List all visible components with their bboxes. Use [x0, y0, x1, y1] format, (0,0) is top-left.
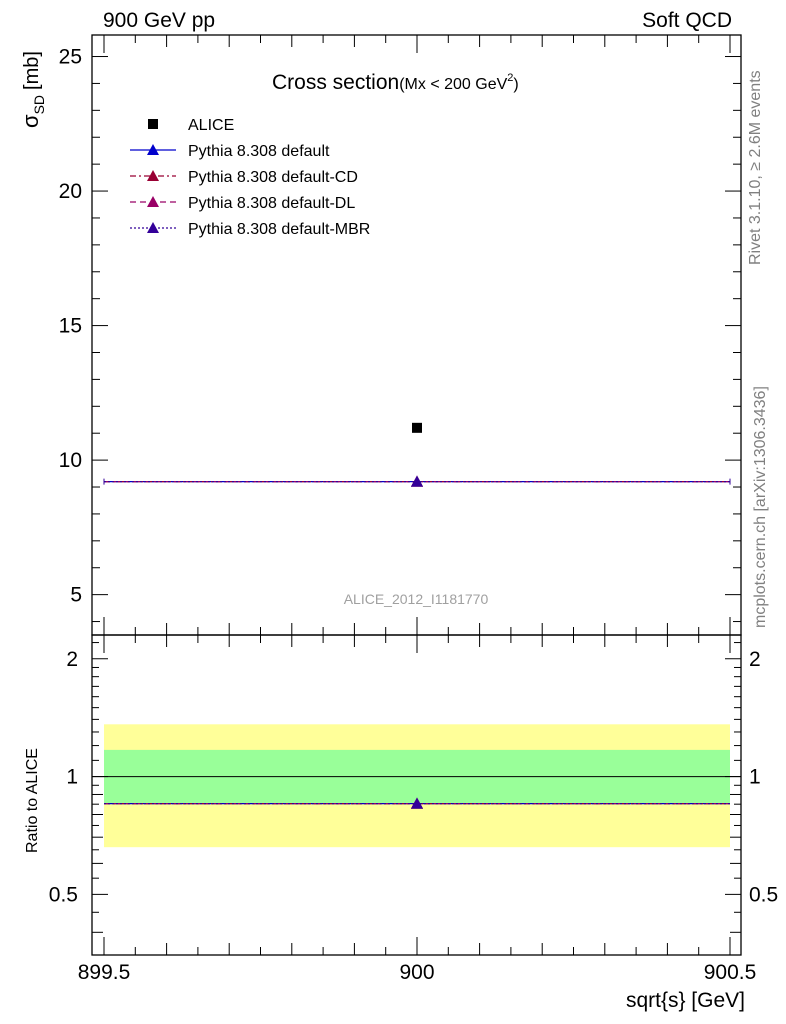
main-marks: [103, 422, 731, 487]
y-axis-label-unit: [mb]: [21, 51, 43, 90]
y-axis-label-sym: σ: [18, 114, 43, 128]
mcplots-label: mcplots.cern.ch [arXiv:1306.3436]: [752, 386, 769, 628]
chart-title-cond: (Mx < 200 GeV: [399, 76, 507, 93]
header-left: 900 GeV pp: [103, 9, 215, 32]
legend-marker: [147, 222, 159, 233]
ratio-tick-label-right: 0.5: [749, 883, 778, 906]
x-tick-label: 900.5: [704, 961, 757, 984]
x-axis-label: sqrt{s} [GeV]: [626, 989, 745, 1012]
ratio-ticks: [92, 635, 741, 955]
legend-label: Pythia 8.308 default-CD: [188, 169, 358, 186]
legend-marker-data: [148, 119, 158, 129]
legend-label: Pythia 8.308 default: [188, 143, 330, 160]
legend-label: Pythia 8.308 default-MBR: [188, 221, 370, 238]
y-axis-label-sub: SD: [31, 95, 47, 114]
y-axis-label: σSD [mb]: [18, 51, 47, 128]
data-point: [412, 422, 422, 433]
chart-title-sup: 2: [507, 72, 513, 84]
y-tick-labels: 5 10 15 20 25: [59, 46, 82, 607]
chart-title-main: Cross section: [272, 71, 399, 94]
x-tick-label: 899.5: [78, 961, 131, 984]
legend-marker: [147, 144, 159, 155]
legend-label-data: ALICE: [188, 117, 234, 134]
analysis-watermark: ALICE_2012_I1181770: [344, 591, 489, 607]
series-point: [411, 475, 423, 487]
ratio-marks: [104, 797, 730, 809]
ratio-frame: [91, 634, 742, 956]
legend-marker: [147, 196, 159, 207]
y-tick-label: 25: [59, 46, 82, 69]
ratio-tick-label: 2: [66, 648, 78, 671]
ratio-tick-label: 0.5: [49, 883, 78, 906]
y-tick-label: 10: [59, 449, 82, 472]
ratio-bands: [92, 724, 741, 848]
y-tick-label: 15: [59, 315, 82, 338]
x-tick-labels: 899.5 900 900.5: [78, 961, 757, 984]
ratio-tick-label: 1: [66, 766, 78, 789]
header-right: Soft QCD: [642, 9, 732, 32]
ratio-series-point: [411, 797, 423, 809]
chart-title-close: ): [513, 76, 518, 93]
ratio-tick-label-right: 1: [749, 766, 761, 789]
ratio-tick-labels: 0.5 0.5 1 1 2 2: [49, 648, 778, 907]
main-ticks: [92, 35, 741, 635]
ratio-y-axis-label: Ratio to ALICE: [24, 748, 41, 853]
rivet-label: Rivet 3.1.10, ≥ 2.6M events: [747, 70, 764, 265]
chart-title: Cross section(Mx < 200 GeV2): [272, 71, 519, 94]
legend-label: Pythia 8.308 default-DL: [188, 195, 355, 212]
x-tick-label: 900: [399, 961, 434, 984]
legend: ALICE Pythia 8.308 default Pythia 8.308 de…: [130, 117, 370, 238]
y-tick-label: 20: [59, 180, 82, 203]
ratio-tick-label-right: 2: [749, 648, 761, 671]
ratio-panel: [91, 634, 742, 956]
legend-marker: [147, 170, 159, 181]
y-tick-label: 5: [70, 584, 82, 607]
